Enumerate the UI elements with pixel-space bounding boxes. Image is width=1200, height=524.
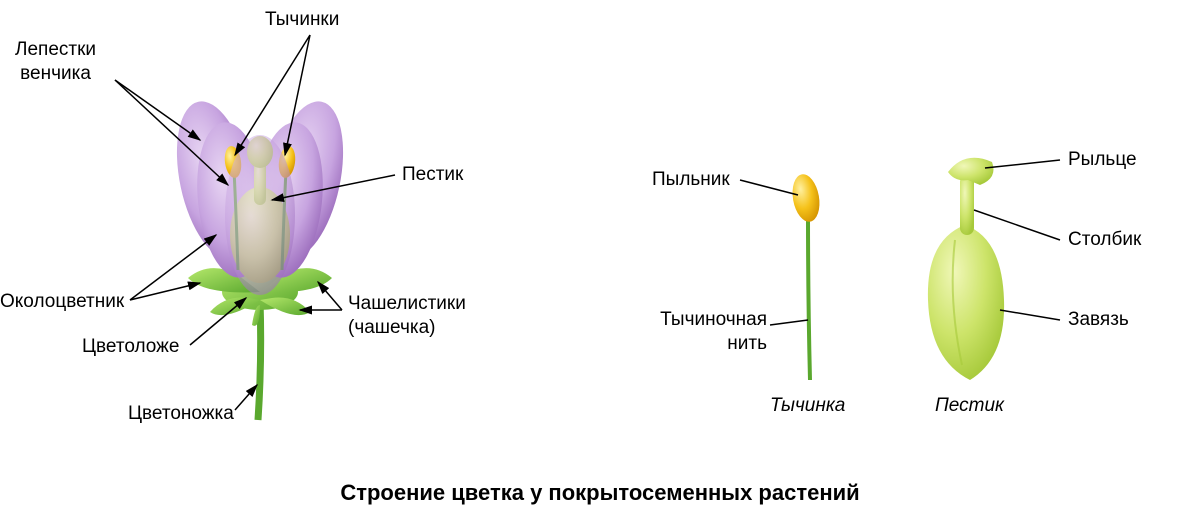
label-receptacle: Цветоложе xyxy=(82,335,179,359)
stamen-detail-group xyxy=(789,172,823,380)
diagram-caption: Строение цветка у покрытосеменных растен… xyxy=(0,480,1200,506)
label-stamens: Тычинки xyxy=(265,8,339,32)
diagram-stage: Тычинки Лепестки венчика Пестик Околоцве… xyxy=(0,0,1200,524)
label-petals-l2: венчика xyxy=(20,63,91,84)
title-pistil: Пестик xyxy=(935,395,1004,417)
label-sepals-l1: Чашелистики xyxy=(348,293,466,314)
label-petals: Лепестки венчика xyxy=(15,38,96,86)
diagram-svg xyxy=(0,0,1200,524)
label-ovary: Завязь xyxy=(1068,308,1129,332)
label-anther: Пыльник xyxy=(652,168,730,192)
title-stamen: Тычинка xyxy=(770,395,845,417)
label-pedicel: Цветоножка xyxy=(128,402,234,426)
pistil-detail-group xyxy=(928,158,1004,380)
label-filament-l2: нить xyxy=(727,333,767,354)
label-perianth: Околоцветник xyxy=(0,290,124,314)
label-sepals: Чашелистики (чашечка) xyxy=(348,292,466,340)
label-sepals-l2: (чашечка) xyxy=(348,317,436,338)
label-petals-l1: Лепестки xyxy=(15,39,96,60)
label-pistil: Пестик xyxy=(402,163,463,187)
label-style: Столбик xyxy=(1068,228,1141,252)
label-stigma: Рыльце xyxy=(1068,148,1137,172)
label-filament-l1: Тычиночная xyxy=(660,309,767,330)
label-filament: Тычиночная нить xyxy=(652,308,767,356)
flower-group xyxy=(164,94,356,420)
